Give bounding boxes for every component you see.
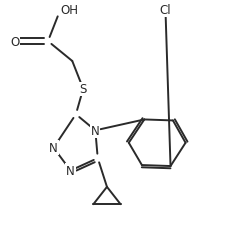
Text: N: N: [49, 142, 58, 154]
Text: N: N: [91, 124, 100, 137]
Text: Cl: Cl: [160, 4, 172, 17]
Text: OH: OH: [61, 4, 79, 17]
Text: O: O: [10, 36, 19, 49]
Text: N: N: [66, 164, 75, 177]
Text: S: S: [80, 83, 87, 96]
